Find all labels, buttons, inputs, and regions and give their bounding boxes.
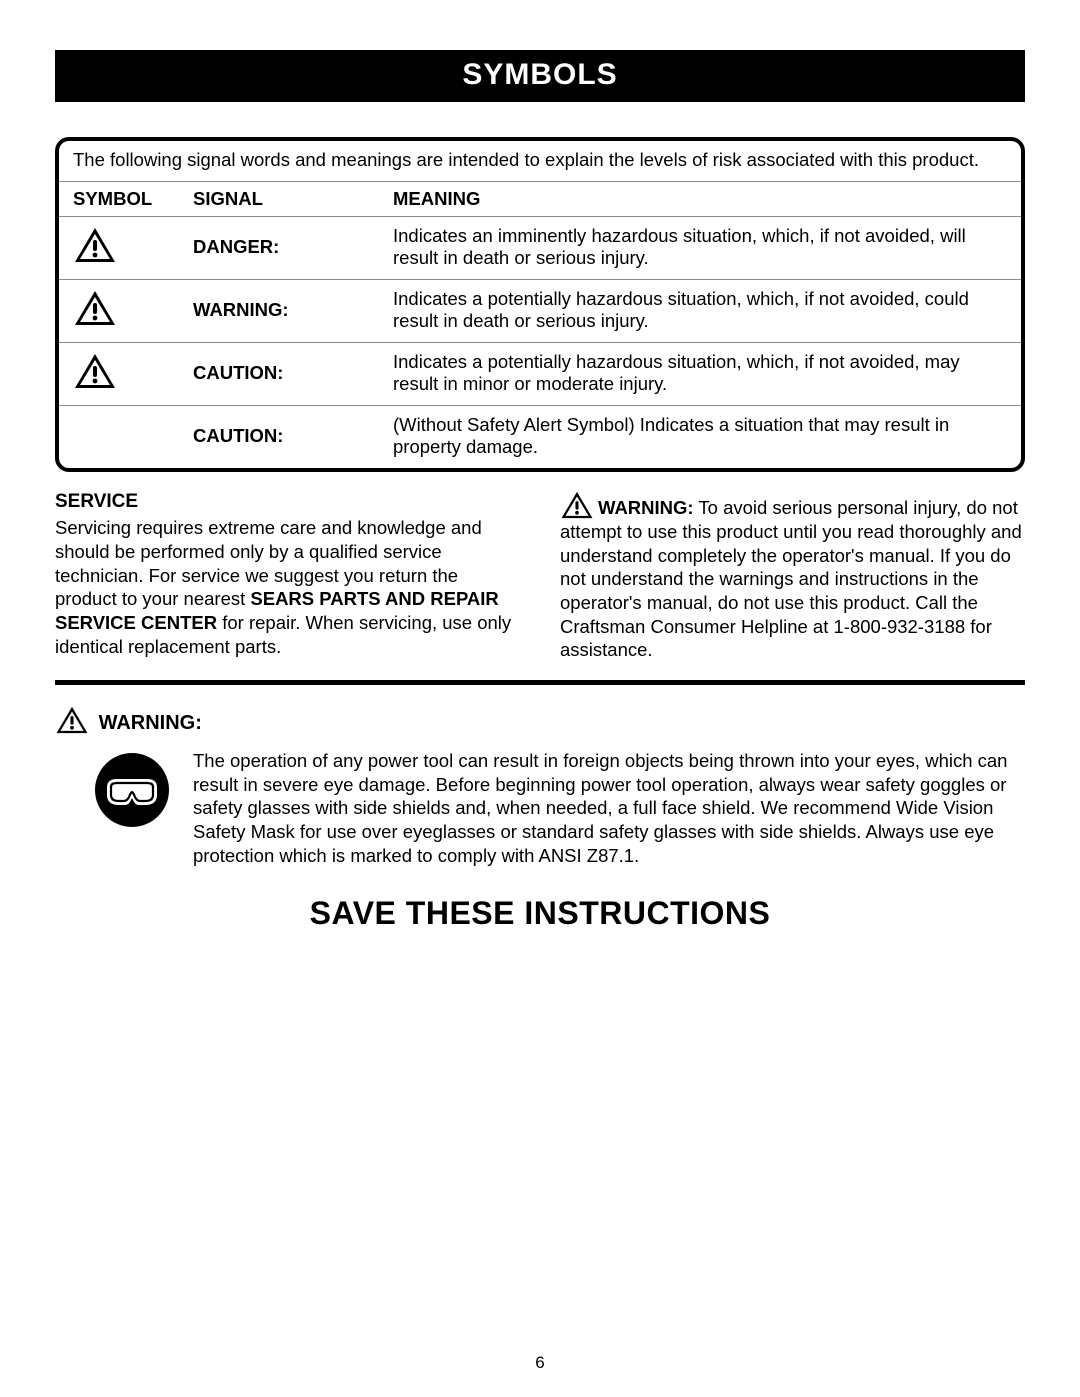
alert-triangle-icon: [73, 352, 117, 390]
bottom-warning-heading: WARNING:: [55, 705, 1025, 735]
alert-triangle-icon: [73, 226, 117, 264]
meaning-cell: Indicates a potentially hazardous situat…: [379, 280, 1021, 343]
right-warning-column: WARNING: To avoid serious personal injur…: [560, 490, 1025, 662]
symbols-table-box: The following signal words and meanings …: [55, 137, 1025, 472]
symbol-cell-empty: [59, 406, 179, 469]
signal-cell: CAUTION:: [179, 343, 379, 406]
signal-cell: DANGER:: [179, 217, 379, 280]
signal-cell: WARNING:: [179, 280, 379, 343]
meaning-cell: Indicates an imminently hazardous situat…: [379, 217, 1021, 280]
save-instructions: SAVE THESE INSTRUCTIONS: [55, 895, 1025, 932]
right-warning-label: WARNING:: [598, 497, 694, 518]
table-row: DANGER: Indicates an imminently hazardou…: [59, 217, 1021, 280]
col-header-meaning: MEANING: [379, 182, 1021, 217]
meaning-cell: (Without Safety Alert Symbol) Indicates …: [379, 406, 1021, 469]
alert-triangle-icon: [73, 289, 117, 327]
table-row: CAUTION: Indicates a potentially hazardo…: [59, 343, 1021, 406]
symbol-cell: [59, 217, 179, 280]
service-body: Servicing requires extreme care and know…: [55, 516, 520, 658]
page-title: SYMBOLS: [462, 58, 617, 91]
bottom-warning-label: WARNING:: [99, 712, 202, 734]
table-row: WARNING: Indicates a potentially hazardo…: [59, 280, 1021, 343]
col-header-signal: SIGNAL: [179, 182, 379, 217]
service-column: SERVICE Servicing requires extreme care …: [55, 490, 520, 662]
eye-warning-block: The operation of any power tool can resu…: [55, 749, 1025, 867]
service-heading: SERVICE: [55, 490, 520, 514]
right-warning-text: To avoid serious personal injury, do not…: [560, 497, 1022, 660]
alert-triangle-icon: [55, 705, 89, 735]
intro-text: The following signal words and meanings …: [59, 141, 1021, 182]
signal-cell: CAUTION:: [179, 406, 379, 469]
page-container: SYMBOLS The following signal words and m…: [0, 0, 1080, 1397]
symbol-cell: [59, 280, 179, 343]
col-header-symbol: SYMBOL: [59, 182, 179, 217]
page-number: 6: [0, 1353, 1080, 1373]
divider-rule: [55, 680, 1025, 685]
symbols-table: SYMBOL SIGNAL MEANING DANGER: Indicates …: [59, 182, 1021, 468]
safety-goggles-icon: [93, 751, 171, 829]
eye-warning-text: The operation of any power tool can resu…: [193, 749, 1025, 867]
symbol-cell: [59, 343, 179, 406]
two-column-section: SERVICE Servicing requires extreme care …: [55, 490, 1025, 662]
meaning-cell: Indicates a potentially hazardous situat…: [379, 343, 1021, 406]
alert-triangle-icon: [560, 490, 594, 520]
table-header-row: SYMBOL SIGNAL MEANING: [59, 182, 1021, 217]
page-title-bar: SYMBOLS: [55, 50, 1025, 102]
table-row: CAUTION: (Without Safety Alert Symbol) I…: [59, 406, 1021, 469]
